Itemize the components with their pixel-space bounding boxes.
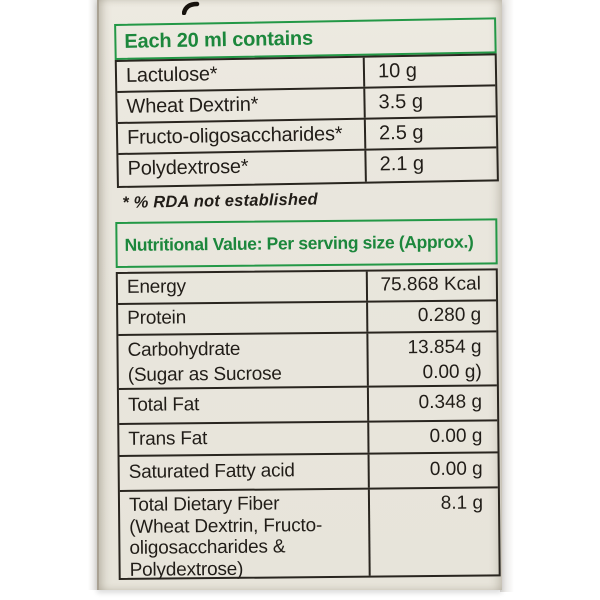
ink-mark <box>182 1 200 15</box>
nutrition-table-title: Nutritional Value: Per serving size (App… <box>115 218 498 269</box>
nutrient-value-line: 0.00 g) <box>422 361 482 384</box>
nutrient-name-line: (Wheat Dextrin, Fructo- <box>129 514 323 538</box>
nutrient-value: 75.868 Kcal <box>380 273 482 296</box>
nutrient-name-line: oligosaccharides & <box>129 536 286 559</box>
table-row: Protein 0.280 g <box>118 301 497 336</box>
nutrient-value: 0.280 g <box>417 304 482 327</box>
nutrient-name: Saturated Fatty acid <box>119 454 370 490</box>
table-row: Carbohydrate (Sugar as Sucrose 13.854 g … <box>118 332 497 390</box>
nutrition-table-title-text: Nutritional Value: Per serving size (App… <box>124 231 474 255</box>
nutrient-value: 0.348 g <box>418 391 483 414</box>
table-row: Total Dietary Fiber (Wheat Dextrin, Fruc… <box>119 488 499 581</box>
nutrient-name: Protein <box>118 302 369 334</box>
nutrition-section: Nutritional Value: Per serving size (App… <box>113 0 501 590</box>
nutrient-name-line: Carbohydrate <box>127 338 241 361</box>
nutrient-value: 8.1 g <box>440 492 484 514</box>
table-row: Trans Fat 0.00 g <box>119 421 498 457</box>
nutrient-name-line: (Sugar as Sucrose <box>127 363 282 386</box>
bottle-label: Each 20 ml contains Lactulose* 10 g Whea… <box>97 0 502 590</box>
nutrient-value: 0.00 g <box>429 458 483 480</box>
table-row: Energy 75.868 Kcal <box>117 270 497 305</box>
nutrient-name: Carbohydrate (Sugar as Sucrose <box>118 333 369 388</box>
bottle-left-shadow <box>88 0 97 590</box>
nutrient-value: 0.00 g <box>429 425 483 448</box>
table-row: Total Fat 0.348 g <box>118 386 498 425</box>
nutrient-name: Total Dietary Fiber (Wheat Dextrin, Fruc… <box>119 489 371 581</box>
bottle-right-shadow <box>500 0 514 592</box>
nutrient-name-line: Polydextrose) <box>129 558 244 581</box>
nutrient-name: Energy <box>117 271 369 303</box>
nutrient-value: 13.854 g 0.00 g) <box>368 332 496 385</box>
nutrient-name: Trans Fat <box>119 422 370 455</box>
table-row: Saturated Fatty acid 0.00 g <box>119 453 498 492</box>
nutrition-table: Energy 75.868 Kcal Protein 0.280 g Carbo… <box>115 268 501 581</box>
nutrient-name-line: Total Dietary Fiber <box>128 493 280 516</box>
nutrient-value-line: 13.854 g <box>407 336 482 359</box>
nutrient-name: Total Fat <box>118 387 370 423</box>
